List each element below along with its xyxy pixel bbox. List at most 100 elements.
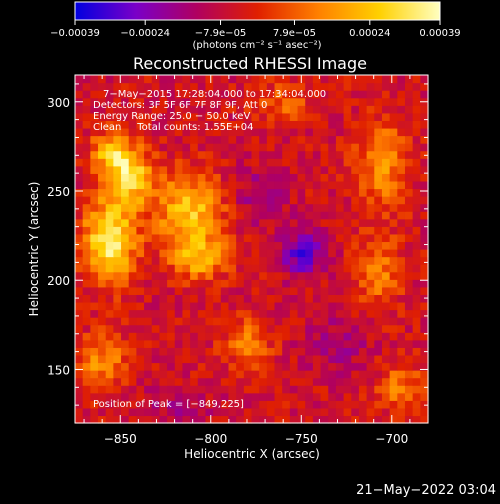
heatmap-cell [144, 150, 153, 159]
heatmap-cell [351, 196, 360, 205]
heatmap-cell [236, 165, 245, 174]
heatmap-cell [121, 180, 130, 190]
heatmap-cell [174, 362, 184, 371]
heatmap-cell [205, 143, 214, 152]
heatmap-cell [289, 332, 299, 341]
heatmap-cell [174, 127, 184, 137]
heatmap-cell [174, 82, 184, 91]
heatmap-cell [113, 370, 122, 379]
heatmap-cell [251, 241, 260, 250]
heatmap-cell [75, 415, 84, 424]
heatmap-cell [297, 332, 306, 341]
heatmap-cell [220, 339, 230, 348]
heatmap-cell [105, 211, 114, 220]
heatmap-cell [259, 180, 268, 190]
heatmap-cell [136, 294, 145, 303]
heatmap-cell [351, 354, 360, 364]
heatmap-cell [366, 241, 375, 250]
heatmap-cell [420, 392, 429, 401]
heatmap-cell [90, 233, 99, 243]
heatmap-cell [121, 112, 130, 121]
heatmap-cell [105, 294, 114, 303]
heatmap-cell [167, 324, 176, 333]
heatmap-cell [266, 112, 276, 121]
heatmap-cell [312, 301, 322, 311]
heatmap-cell [213, 377, 222, 386]
heatmap-cell [190, 97, 199, 106]
heatmap-cell [389, 135, 398, 144]
heatmap-cell [82, 241, 91, 250]
heatmap-cell [366, 332, 375, 341]
heatmap-cell [90, 286, 99, 295]
heatmap-cell [289, 249, 299, 258]
heatmap-cell [320, 203, 329, 212]
heatmap-cell [389, 249, 398, 258]
heatmap-cell [105, 286, 114, 295]
heatmap-cell [397, 362, 406, 371]
heatmap-cell [404, 196, 414, 205]
heatmap-cell [136, 82, 145, 91]
heatmap-cell [251, 415, 260, 424]
heatmap-cell [105, 400, 114, 409]
heatmap-cell [374, 241, 383, 250]
heatmap-cell [105, 158, 114, 167]
heatmap-cell [312, 249, 322, 258]
heatmap-cell [297, 400, 306, 409]
heatmap-cell [335, 271, 345, 280]
heatmap-cell [351, 188, 360, 197]
heatmap-cell [358, 407, 368, 417]
heatmap-cell [159, 75, 168, 84]
heatmap-cell [274, 324, 283, 333]
heatmap-cell [312, 211, 322, 220]
heatmap-cell [128, 241, 137, 250]
heatmap-cell [305, 362, 314, 371]
heatmap-cell [320, 233, 329, 243]
heatmap-cell [144, 407, 153, 417]
heatmap-cell [412, 180, 421, 190]
heatmap-cell [197, 218, 207, 227]
heatmap-cell [289, 90, 299, 99]
heatmap-cell [397, 332, 406, 341]
heatmap-cell [82, 90, 91, 99]
heatmap-cell [358, 377, 368, 386]
heatmap-cell [420, 324, 429, 333]
heatmap-cell [105, 407, 114, 417]
heatmap-cell [213, 249, 222, 258]
heatmap-cell [312, 317, 322, 326]
heatmap-cell [397, 279, 406, 288]
heatmap-cell [205, 112, 214, 121]
heatmap-cell [236, 370, 245, 379]
heatmap-cell [404, 271, 414, 280]
heatmap-cell [389, 309, 398, 318]
heatmap-cell [197, 143, 207, 152]
heatmap-cell [190, 218, 199, 227]
heatmap-cell [190, 150, 199, 159]
heatmap-cell [389, 241, 398, 250]
heatmap-cell [190, 354, 199, 364]
heatmap-cell [282, 362, 291, 371]
heatmap-cell [190, 158, 199, 167]
heatmap-cell [397, 370, 406, 379]
heatmap-cell [282, 105, 291, 114]
heatmap-cell [121, 90, 130, 99]
heatmap-cell [228, 400, 237, 409]
heatmap-cell [366, 377, 375, 386]
heatmap-cell [144, 241, 153, 250]
heatmap-cell [312, 196, 322, 205]
heatmap-cell [228, 294, 237, 303]
heatmap-cell [351, 90, 360, 99]
heatmap-cell [151, 324, 161, 333]
heatmap-cell [197, 112, 207, 121]
heatmap-cell [151, 143, 161, 152]
heatmap-cell [374, 196, 383, 205]
heatmap-cell [282, 317, 291, 326]
heatmap-cell [151, 120, 161, 129]
heatmap-cell [351, 127, 360, 137]
heatmap-cell [274, 271, 283, 280]
heatmap-cell [381, 332, 391, 341]
heatmap-cell [205, 415, 214, 424]
heatmap-cell [251, 165, 260, 174]
heatmap-cell [98, 354, 107, 364]
heatmap-cell [151, 385, 161, 394]
heatmap-cell [305, 264, 314, 273]
